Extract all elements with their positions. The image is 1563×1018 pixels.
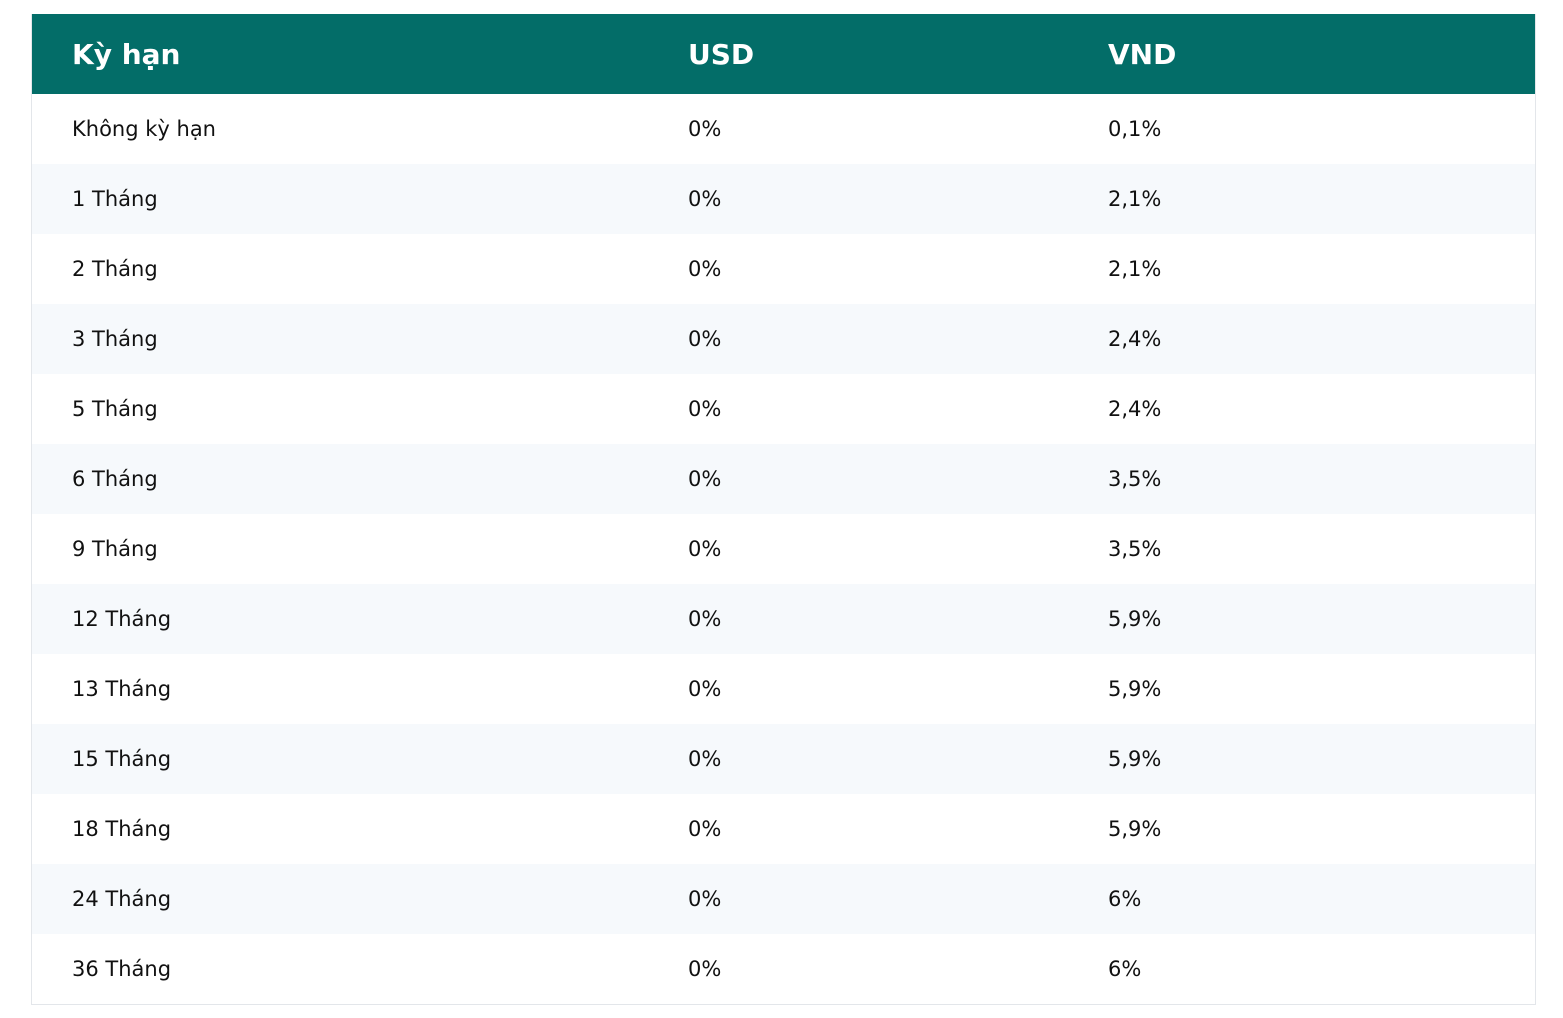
table-cell: 0% <box>688 864 1108 934</box>
table-cell: 0% <box>688 957 722 981</box>
table-cell: 0% <box>688 584 1108 654</box>
table-cell: 6 Tháng <box>31 444 688 514</box>
table-row: 24 Tháng 0% 6% <box>31 864 1536 934</box>
table-cell: 13 Tháng <box>72 677 172 701</box>
table-row: 6 Tháng 0% 3,5% <box>31 444 1536 514</box>
table-cell: 9 Tháng <box>72 537 158 561</box>
table-cell: 5,9% <box>1108 724 1536 794</box>
table-cell: 5,9% <box>1108 584 1536 654</box>
table-cell: 2,4% <box>1108 397 1162 421</box>
table-cell: 1 Tháng <box>31 164 688 234</box>
table-cell: 6% <box>1108 957 1142 981</box>
table-row: 18 Tháng 0% 5,9% <box>32 794 1536 864</box>
table-cell: Không kỳ hạn <box>72 117 216 141</box>
table-cell: 3,5% <box>1108 537 1162 561</box>
table-cell: 0% <box>688 117 722 141</box>
table-cell: 0% <box>688 444 1108 514</box>
table-cell: 0% <box>688 817 722 841</box>
header-cell: USD <box>688 14 1108 94</box>
table-cell: 5 Tháng <box>72 397 158 421</box>
table-cell: 15 Tháng <box>31 724 688 794</box>
table-cell: 5,9% <box>1108 677 1162 701</box>
table-cell: 2,1% <box>1108 164 1536 234</box>
table-row: 15 Tháng 0% 5,9% <box>31 724 1536 794</box>
table-row: Không kỳ hạn 0% 0,1% <box>32 94 1536 164</box>
header-cell: Kỳ hạn <box>31 14 688 94</box>
table-cell: 0% <box>688 304 1108 374</box>
table-cell: 36 Tháng <box>72 957 172 981</box>
table-cell: 5,9% <box>1108 817 1162 841</box>
table-header: Kỳ hạn USD VND <box>31 14 1536 94</box>
table-body: Không kỳ hạn 0% 0,1% 1 Tháng 0% 2,1% 2 Tháng 0%… <box>31 94 1536 1005</box>
table-cell: 0% <box>688 677 722 701</box>
table-row: 9 Tháng 0% 3,5% <box>32 514 1536 584</box>
table-cell: 0% <box>688 397 722 421</box>
table-row: 13 Tháng 0% 5,9% <box>32 654 1536 724</box>
table-cell: 0% <box>688 164 1108 234</box>
table-cell: 24 Tháng <box>31 864 688 934</box>
table-cell: 3 Tháng <box>31 304 688 374</box>
table-cell: 3,5% <box>1108 444 1536 514</box>
table-row: 36 Tháng 0% 6% <box>32 934 1536 1005</box>
table-row: 1 Tháng 0% 2,1% <box>31 164 1536 234</box>
table-row: 2 Tháng 0% 2,1% <box>32 234 1536 304</box>
table-cell: 2,4% <box>1108 304 1536 374</box>
header-cell: VND <box>1108 14 1536 94</box>
table-cell: 2 Tháng <box>72 257 158 281</box>
rate-table: Kỳ hạn USD VND Không kỳ hạn 0% 0,1% 1 Tháng 0%… <box>31 14 1536 1005</box>
table-cell: 18 Tháng <box>72 817 172 841</box>
table-cell: 0,1% <box>1108 117 1162 141</box>
table-row: 5 Tháng 0% 2,4% <box>32 374 1536 444</box>
header-row: Kỳ hạn USD VND <box>31 14 1536 94</box>
table-row: 3 Tháng 0% 2,4% <box>31 304 1536 374</box>
table-cell: 0% <box>688 724 1108 794</box>
table-cell: 2,1% <box>1108 257 1162 281</box>
table-cell: 0% <box>688 537 722 561</box>
table-cell: 0% <box>688 257 722 281</box>
table-row: 12 Tháng 0% 5,9% <box>31 584 1536 654</box>
table-cell: 12 Tháng <box>31 584 688 654</box>
table-cell: 6% <box>1108 864 1536 934</box>
